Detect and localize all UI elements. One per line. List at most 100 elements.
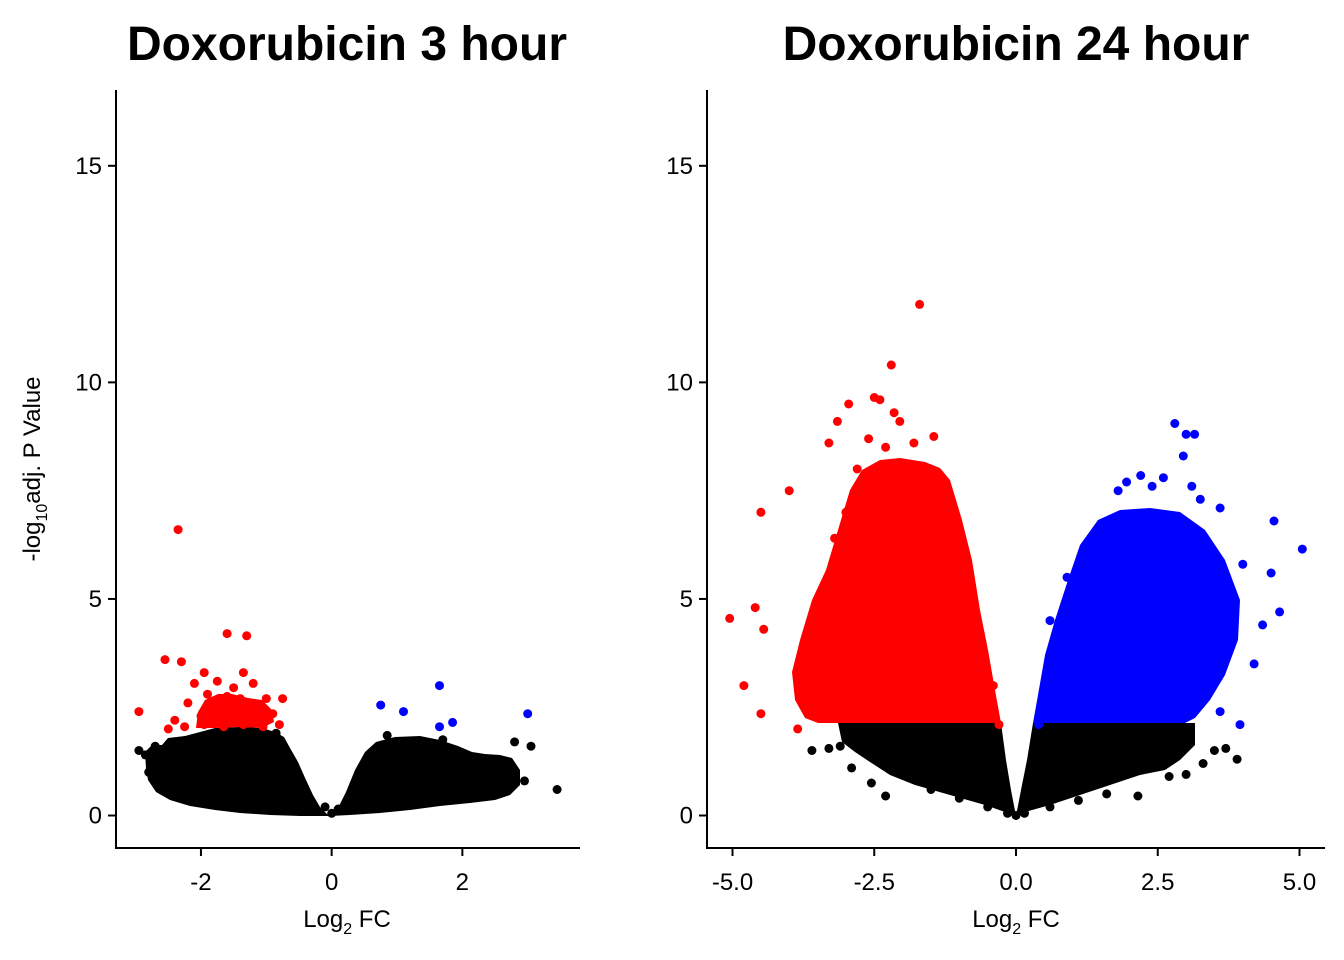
data-point — [238, 720, 248, 730]
data-point — [804, 672, 814, 682]
data-point — [1096, 529, 1106, 539]
scatter-points — [134, 525, 562, 818]
data-point — [382, 730, 392, 740]
density-cloud-red-upper — [196, 694, 274, 728]
data-point — [1073, 795, 1083, 805]
data-point — [875, 395, 885, 405]
x-tick-label: 5.0 — [1283, 869, 1316, 896]
data-point — [232, 713, 242, 723]
data-point — [140, 750, 150, 760]
data-point — [160, 655, 170, 665]
data-point — [994, 720, 1004, 730]
density-cloud-right-blue — [1033, 508, 1240, 723]
data-point — [1198, 585, 1208, 595]
data-point — [229, 683, 239, 693]
data-point — [847, 763, 857, 773]
data-point — [1275, 607, 1285, 617]
y-tick-label: 0 — [89, 803, 102, 830]
data-point — [988, 681, 998, 691]
y-axis-title: -log10adj. P Value — [19, 376, 51, 561]
data-point — [1235, 720, 1245, 730]
data-point — [134, 707, 144, 717]
data-point — [242, 631, 252, 641]
x-tick-label: 2 — [456, 869, 469, 896]
data-point — [866, 778, 876, 788]
data-point — [438, 735, 448, 745]
x-tick-label: -2 — [190, 869, 211, 896]
data-point — [261, 694, 271, 704]
data-point — [960, 594, 970, 604]
data-point — [1181, 769, 1191, 779]
chart-title: Doxorubicin 24 hour — [783, 18, 1250, 71]
data-point — [235, 694, 245, 704]
data-point — [841, 507, 851, 517]
data-point — [212, 676, 222, 686]
panel-doxorubicin-3-hour: Doxorubicin 3 hour 0 5 10 15 -2 0 2 Log2 FC -… — [19, 18, 580, 938]
data-point — [895, 416, 905, 426]
x-tick-label: -2.5 — [854, 869, 895, 896]
data-point — [176, 657, 186, 667]
scatter-density-layer — [725, 299, 1307, 820]
data-point — [875, 542, 885, 552]
data-point — [898, 769, 908, 779]
data-point — [1215, 707, 1225, 717]
data-point — [852, 464, 862, 474]
data-point — [1195, 494, 1205, 504]
data-point — [173, 525, 183, 535]
data-point — [510, 737, 520, 747]
y-tick-label: 0 — [680, 803, 693, 830]
data-point — [520, 776, 529, 786]
data-point — [1011, 811, 1021, 820]
data-point — [926, 785, 936, 794]
scatter-density-layer — [134, 525, 562, 818]
data-point — [333, 804, 343, 814]
data-point — [915, 299, 925, 309]
x-tick-label: 2.5 — [1141, 869, 1174, 896]
x-tick-label: -5.0 — [712, 869, 753, 896]
data-point — [844, 399, 854, 409]
data-point — [189, 678, 199, 688]
data-point — [199, 733, 209, 742]
data-point — [1269, 516, 1279, 526]
data-point — [1164, 551, 1174, 561]
data-point — [1187, 481, 1197, 491]
data-point — [1181, 429, 1191, 439]
data-point — [1020, 808, 1029, 818]
data-point — [824, 438, 834, 448]
data-point — [150, 741, 160, 751]
data-point — [756, 507, 766, 517]
data-point — [203, 689, 212, 699]
data-point — [222, 629, 232, 639]
data-point — [1226, 624, 1236, 634]
data-point — [144, 767, 154, 777]
data-point — [886, 360, 896, 370]
data-point — [923, 473, 933, 483]
data-point — [1190, 429, 1200, 439]
scatter-points — [725, 299, 1307, 820]
data-point — [1258, 620, 1268, 630]
density-cloud-right-black — [330, 736, 520, 816]
data-point — [1209, 746, 1219, 755]
data-point — [268, 709, 278, 719]
data-point — [1158, 663, 1168, 673]
data-point — [832, 416, 842, 426]
data-point — [881, 442, 891, 452]
density-cloud-left-black — [145, 727, 329, 816]
data-point — [1215, 503, 1225, 513]
data-point — [255, 711, 265, 721]
data-point — [725, 613, 735, 623]
data-point — [278, 694, 288, 704]
x-tick-label: 0.0 — [999, 869, 1032, 896]
data-point — [219, 722, 229, 732]
density-cloud-black-base — [838, 723, 1195, 818]
data-point — [920, 577, 930, 587]
x-axis-ticks: -2 0 2 — [190, 848, 469, 896]
data-point — [937, 728, 947, 738]
data-point — [889, 408, 899, 418]
data-point — [1232, 754, 1242, 764]
data-point — [1136, 471, 1146, 480]
data-point — [134, 746, 144, 755]
data-point — [271, 728, 281, 738]
data-point — [238, 668, 248, 678]
data-point — [929, 432, 939, 441]
